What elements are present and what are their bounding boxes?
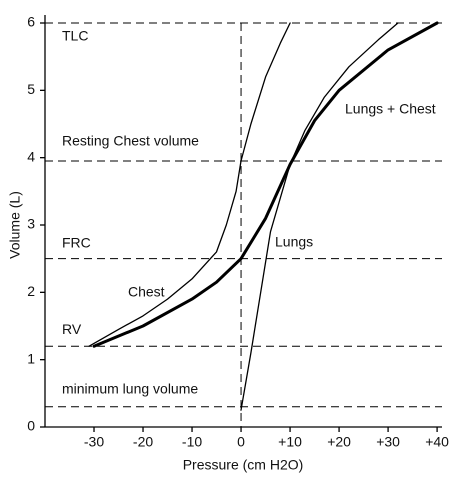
y-tick-label: 3 <box>27 216 35 232</box>
reference-label: minimum lung volume <box>62 381 198 397</box>
reference-label: RV <box>62 321 82 337</box>
y-tick-label: 6 <box>27 14 35 30</box>
y-tick-label: 5 <box>27 81 35 97</box>
reference-label: TLC <box>62 28 88 44</box>
reference-label: Resting Chest volume <box>62 133 199 149</box>
y-axis-label: Volume (L) <box>7 191 23 259</box>
x-tick-label: -10 <box>182 434 202 450</box>
x-tick-label: +40 <box>425 434 449 450</box>
x-tick-label: 0 <box>237 434 245 450</box>
y-tick-label: 4 <box>27 148 35 164</box>
series-label: Chest <box>128 284 165 300</box>
x-tick-label: +10 <box>278 434 302 450</box>
x-axis-label: Pressure (cm H2O) <box>183 457 304 473</box>
x-tick-label: -30 <box>84 434 104 450</box>
y-tick-label: 1 <box>27 350 35 366</box>
reference-label: FRC <box>62 234 91 250</box>
y-tick-label: 2 <box>27 283 35 299</box>
x-tick-label: +20 <box>327 434 351 450</box>
x-tick-label: -20 <box>133 434 153 450</box>
y-tick-label: 0 <box>27 418 35 434</box>
series-label: Lungs <box>275 234 313 250</box>
x-tick-label: +30 <box>376 434 400 450</box>
series-label: Lungs + Chest <box>345 101 436 117</box>
series-line <box>92 21 439 348</box>
series-line <box>88 22 291 347</box>
